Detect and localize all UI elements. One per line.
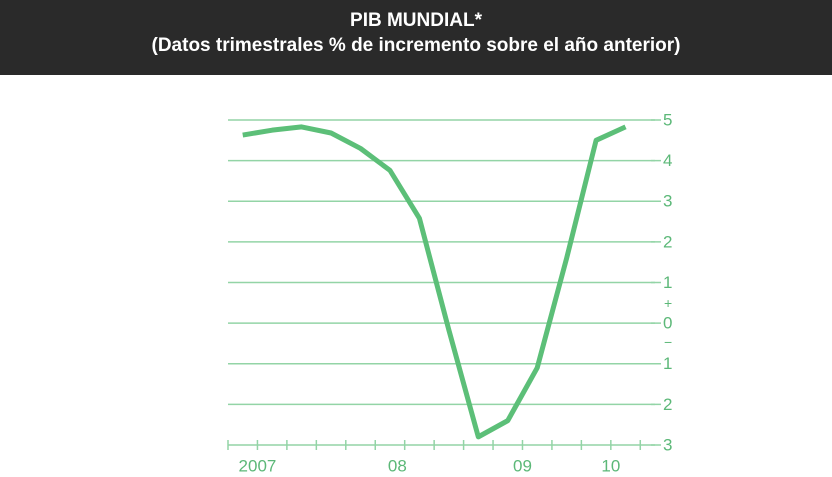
x-tick-label: 09: [513, 456, 532, 475]
y-tick-label: 0: [663, 314, 672, 333]
data-line: [242, 124, 627, 440]
y-tick-label: 5: [663, 110, 672, 129]
x-tick-label: 2007: [239, 456, 277, 475]
sign-label: +: [664, 295, 672, 311]
chart-subtitle: (Datos trimestrales % de incremento sobr…: [151, 35, 681, 56]
x-tick-label: 10: [601, 456, 620, 475]
y-tick-label: 1: [663, 354, 672, 373]
chart-title: PIB MUNDIAL*: [350, 10, 482, 31]
y-tick-label: 3: [663, 435, 672, 454]
title-bar: PIB MUNDIAL* (Datos trimestrales % de in…: [0, 0, 832, 75]
x-tick-label: 08: [388, 456, 407, 475]
y-tick-label: 1: [663, 273, 672, 292]
sign-label: −: [664, 334, 672, 350]
y-tick-label: 2: [663, 395, 672, 414]
y-tick-label: 4: [663, 151, 672, 170]
y-tick-label: 3: [663, 192, 672, 211]
y-tick-label: 2: [663, 232, 672, 251]
